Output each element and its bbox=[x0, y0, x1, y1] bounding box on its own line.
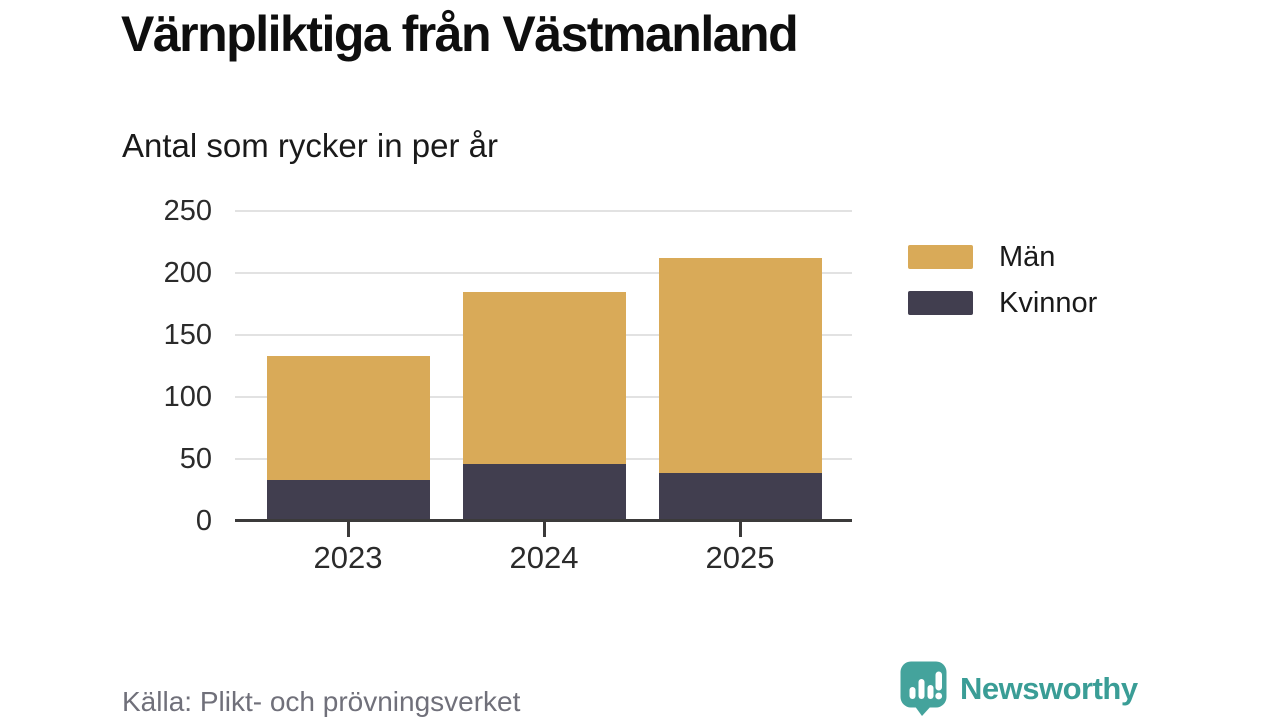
x-axis-tick-2024 bbox=[542, 522, 546, 537]
chart-legend: Män Kvinnor bbox=[908, 240, 1098, 335]
y-axis-tick-label: 150 bbox=[163, 319, 212, 351]
x-axis-tick-2025 bbox=[738, 522, 742, 537]
source-note: Källa: Plikt- och prövningsverket bbox=[122, 686, 521, 717]
newsworthy-logo-icon bbox=[900, 661, 947, 716]
legend-label-man: Män bbox=[999, 240, 1056, 273]
bar-segment-man-2025 bbox=[658, 258, 822, 473]
newsworthy-logo: Newsworthy bbox=[899, 660, 1138, 717]
y-axis-tick-label: 100 bbox=[163, 381, 212, 413]
legend-item-kvinnor: Kvinnor bbox=[908, 286, 1098, 319]
gridline-250 bbox=[235, 210, 852, 212]
y-axis-tick-label: 50 bbox=[179, 443, 212, 475]
gridline-200 bbox=[235, 272, 852, 274]
y-axis-tick-label: 0 bbox=[195, 505, 212, 537]
newsworthy-wordmark: Newsworthy bbox=[960, 670, 1138, 706]
bar-segment-kvinnor-2023 bbox=[266, 480, 430, 521]
bar-segment-kvinnor-2025 bbox=[658, 472, 822, 521]
bar-segment-kvinnor-2024 bbox=[462, 463, 626, 521]
chart-subtitle: Antal som rycker in per år bbox=[122, 127, 498, 164]
legend-swatch-kvinnor bbox=[908, 291, 973, 315]
bar-segment-man-2023 bbox=[266, 356, 430, 481]
legend-swatch-man bbox=[908, 245, 973, 269]
bar-segment-man-2024 bbox=[462, 291, 626, 464]
x-axis-tick-label-2023: 2023 bbox=[313, 540, 383, 575]
legend-label-kvinnor: Kvinnor bbox=[999, 286, 1098, 319]
x-axis-tick-2023 bbox=[346, 522, 350, 537]
x-axis-tick-label-2024: 2024 bbox=[509, 540, 579, 575]
y-axis-tick-label: 250 bbox=[163, 195, 212, 227]
legend-item-man: Män bbox=[908, 240, 1097, 273]
x-axis-tick-label-2025: 2025 bbox=[705, 540, 775, 575]
page-title: Värnpliktiga från Västmanland bbox=[121, 6, 799, 62]
x-axis-line bbox=[235, 519, 852, 522]
y-axis-tick-label: 200 bbox=[163, 257, 212, 289]
